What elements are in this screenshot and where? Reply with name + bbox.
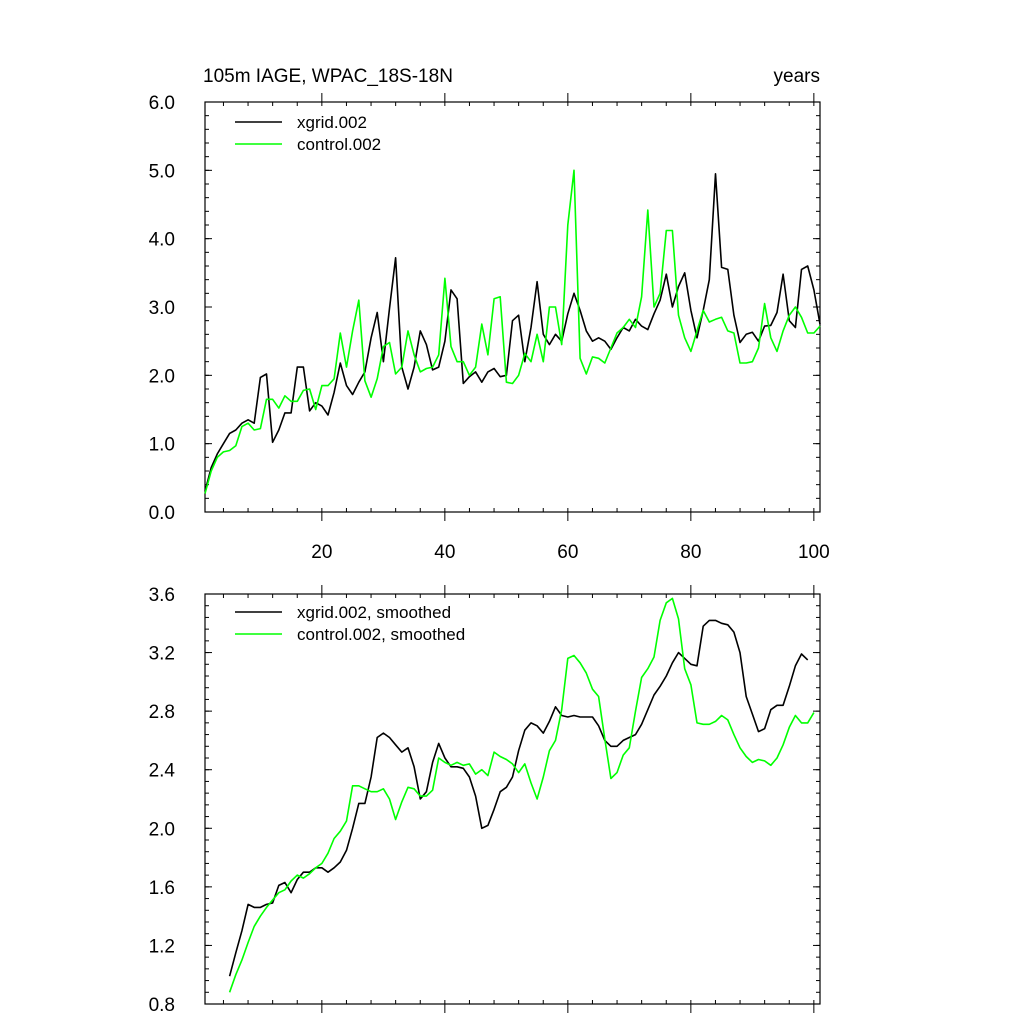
y-tick-label: 2.0 [149, 366, 175, 387]
legend-label: control.002 [297, 135, 381, 154]
y-tick-label: 1.0 [149, 435, 175, 456]
legend-label: xgrid.002 [297, 113, 367, 132]
series-line-control-002-smoothed [228, 597, 815, 993]
y-tick-label: 3.6 [149, 585, 175, 606]
chart-title-right: years [774, 66, 820, 87]
y-tick-label: 6.0 [149, 93, 175, 114]
x-tick-label: 100 [798, 542, 830, 563]
bottom-panel: 0.8 1.2 1.6 2.0 2.4 2.8 3.2 3.6 xgrid.002, smoot… [149, 585, 821, 1016]
y-tick-label: 4.0 [149, 230, 175, 251]
x-tick-label: 20 [311, 542, 332, 563]
x-tick-label: 60 [557, 542, 578, 563]
y-tick-label: 3.2 [149, 644, 175, 665]
y-tick-label: 0.0 [149, 503, 175, 524]
y-tick-label: 2.0 [149, 819, 175, 840]
series-line-xgrid-002 [204, 173, 821, 492]
chart-title: 105m IAGE, WPAC_18S-18N [203, 66, 453, 87]
plot-frame [204, 593, 821, 1005]
y-tick-label: 5.0 [149, 161, 175, 182]
y-tick-label: 1.2 [149, 936, 175, 957]
plot-frame [204, 101, 821, 513]
legend-label: control.002, smoothed [297, 625, 465, 644]
y-tick-label: 0.8 [149, 995, 175, 1016]
y-tick-label: 2.4 [149, 761, 176, 782]
y-tick-label: 2.8 [149, 702, 175, 723]
top-panel: 0.0 1.0 2.0 3.0 4.0 5.0 6.0 20 40 60 80 100 xgrid.00… [149, 93, 830, 563]
legend-label: xgrid.002, smoothed [297, 603, 451, 622]
series-line-control-002 [204, 169, 821, 494]
x-tick-label: 80 [680, 542, 701, 563]
y-tick-label: 3.0 [149, 298, 175, 319]
x-tick-label: 40 [434, 542, 455, 563]
y-tick-label: 1.6 [149, 878, 175, 899]
series-line-xgrid-002-smoothed [228, 619, 809, 977]
